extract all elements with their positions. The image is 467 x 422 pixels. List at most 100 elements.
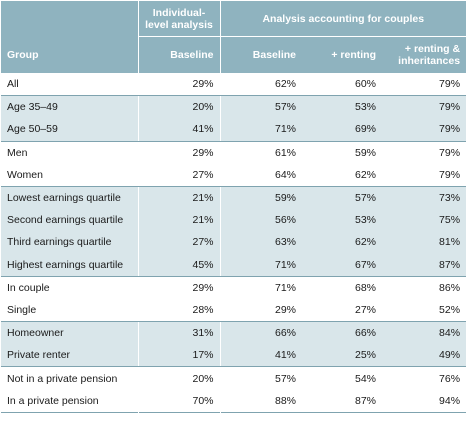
header-individual-line1: Individual- <box>152 6 206 19</box>
cell-renting-inheritances: 73% <box>382 186 467 210</box>
cell-renting-inheritances: 79% <box>382 118 467 142</box>
cell-renting-inheritances: 79% <box>382 73 467 97</box>
row-group-label: Age 50–59 <box>1 118 138 142</box>
cell-individual-baseline: 29% <box>137 141 220 164</box>
header-renting-inh-line2: inheritances <box>398 55 461 67</box>
cell-renting: 53% <box>302 95 382 119</box>
header-renting: + renting <box>302 36 382 73</box>
header-individual-line2: level analysis <box>145 18 213 31</box>
cell-renting-inheritances: 81% <box>382 231 467 254</box>
row-group-label: In couple <box>7 281 50 294</box>
header-blank <box>1 1 138 37</box>
header-renting-inh-line1: + renting & <box>404 43 461 55</box>
table-row: Private renter 17% 41% 25% 49% <box>1 344 467 368</box>
cell-renting: 66% <box>302 321 382 345</box>
header-renting-inheritances: + renting & inheritances <box>382 36 467 73</box>
cell-renting-inheritances: 86% <box>439 281 461 294</box>
row-group-label: All <box>1 73 138 97</box>
results-table: Individual- level analysis Analysis acco… <box>1 1 467 413</box>
cell-couples-baseline: 61% <box>219 141 302 164</box>
cell-couples-baseline: 71% <box>219 118 302 142</box>
table-row: Third earnings quartile 27% 63% 62% 81% <box>1 231 467 254</box>
row-group-label: Third earnings quartile <box>1 231 138 254</box>
header-couples-analysis: Analysis accounting for couples <box>219 1 467 37</box>
table-row: In couple 29% 71% 68% 86% <box>1 276 466 299</box>
cell-individual-baseline: 20% <box>137 366 220 390</box>
row-group-label: Women <box>1 163 138 187</box>
cell-couples-baseline: 57% <box>219 366 302 390</box>
cell-renting: 27% <box>302 298 382 323</box>
table-header: Individual- level analysis Analysis acco… <box>1 1 467 73</box>
cell-couples-baseline: 71% <box>219 253 302 277</box>
cell-renting: 57% <box>302 186 382 210</box>
cell-renting-inheritances: 52% <box>382 298 467 323</box>
cell-individual-baseline: 29% <box>137 276 220 299</box>
cell-renting: 68% <box>354 281 376 294</box>
table-body: All 29% 62% 60% 79% Age 35–49 20% 57% 53% 79% Age … <box>1 73 467 413</box>
cell-renting-inheritances: 75% <box>382 209 467 232</box>
cell-individual-baseline: 70% <box>137 389 220 413</box>
row-group-label: Private renter <box>1 344 138 368</box>
cell-couples-baseline: 71% <box>219 276 302 299</box>
row-group-label: Homeowner <box>1 321 138 345</box>
cell-renting: 67% <box>302 253 382 277</box>
cell-renting-inheritances: 84% <box>382 321 467 345</box>
cell-individual-baseline: 45% <box>137 253 220 277</box>
table-row: Homeowner 31% 66% 66% 84% <box>1 321 467 345</box>
cell-individual-baseline: 41% <box>137 118 220 142</box>
cell-individual-baseline: 21% <box>137 209 220 232</box>
table-row: Second earnings quartile 21% 56% 53% 75% <box>1 209 467 232</box>
cell-couples-baseline: 29% <box>219 298 302 323</box>
cell-individual-baseline: 27% <box>137 163 220 187</box>
row-group-label: Age 35–49 <box>1 95 138 119</box>
row-group-label: In a private pension <box>7 394 99 407</box>
cell-renting: 54% <box>354 372 376 385</box>
cell-renting: 87% <box>354 394 376 407</box>
cell-renting-inheritances: 94% <box>439 394 461 407</box>
table-row: Not in a private pension 20% 57% 54% 76% <box>1 366 466 390</box>
cell-individual-baseline: 27% <box>137 231 220 254</box>
row-group-label: Single <box>1 298 138 323</box>
cell-couples-baseline: 63% <box>219 231 302 254</box>
table-row: Women 27% 64% 62% 79% <box>1 163 467 187</box>
row-group-label: Not in a private pension <box>7 372 118 385</box>
cell-renting-inheritances: 79% <box>382 95 467 119</box>
table-row: Age 35–49 20% 57% 53% 79% <box>1 95 467 119</box>
cell-couples-baseline: 41% <box>219 344 302 368</box>
row-group-label: Lowest earnings quartile <box>1 186 138 210</box>
table-row: All 29% 62% 60% 79% <box>1 73 467 97</box>
cell-renting: 69% <box>302 118 382 142</box>
cell-individual-baseline: 20% <box>137 95 220 119</box>
table-row: In a private pension 70% 88% 87% 94% <box>1 389 466 413</box>
cell-renting: 53% <box>302 209 382 232</box>
cell-individual-baseline: 28% <box>137 298 220 323</box>
cell-renting: 25% <box>302 344 382 368</box>
cell-renting: 62% <box>302 231 382 254</box>
cell-couples-baseline: 62% <box>219 73 302 97</box>
row-group-label: Second earnings quartile <box>1 209 138 232</box>
header-individual-level: Individual- level analysis <box>137 1 220 37</box>
results-table-container: Individual- level analysis Analysis acco… <box>1 1 467 413</box>
table-row: Highest earnings quartile 45% 71% 67% 87% <box>1 253 467 277</box>
header-ind-baseline: Baseline <box>137 36 220 73</box>
cell-individual-baseline: 17% <box>137 344 220 368</box>
cell-couples-baseline: 56% <box>219 209 302 232</box>
cell-individual-baseline: 31% <box>137 321 220 345</box>
table-row: Age 50–59 41% 71% 69% 79% <box>1 118 467 142</box>
row-group-label: Highest earnings quartile <box>1 253 138 277</box>
cell-couples-baseline: 57% <box>219 95 302 119</box>
cell-individual-baseline: 21% <box>137 186 220 210</box>
table-row: Single 28% 29% 27% 52% <box>1 298 467 323</box>
cell-renting: 60% <box>302 73 382 97</box>
cell-couples-baseline: 66% <box>219 321 302 345</box>
header-group: Group <box>1 36 138 73</box>
cell-couples-baseline: 88% <box>219 389 302 413</box>
cell-renting-inheritances: 79% <box>439 146 461 159</box>
table-row: Men 29% 61% 59% 79% <box>1 141 466 164</box>
cell-renting: 59% <box>354 146 376 159</box>
header-cpl-baseline: Baseline <box>219 36 302 73</box>
cell-renting-inheritances: 79% <box>382 163 467 187</box>
cell-renting: 62% <box>302 163 382 187</box>
cell-renting-inheritances: 49% <box>382 344 467 368</box>
cell-individual-baseline: 29% <box>137 73 220 97</box>
